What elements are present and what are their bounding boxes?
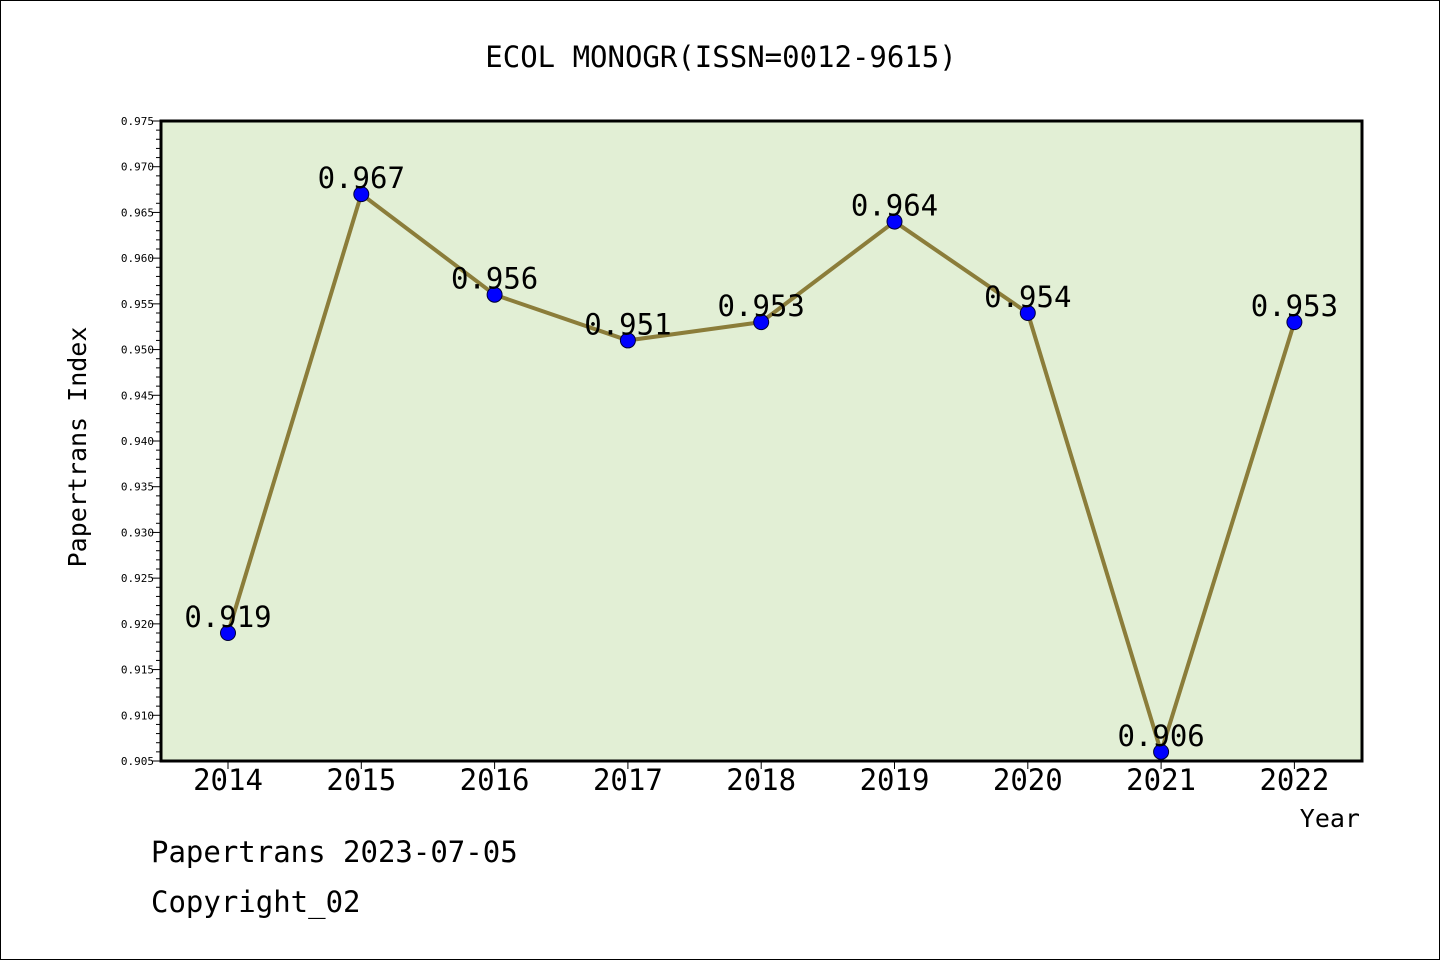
y-tick-label: 0.915 xyxy=(121,664,154,677)
data-label: 0.956 xyxy=(451,262,538,296)
data-label: 0.954 xyxy=(984,280,1071,314)
data-label: 0.967 xyxy=(318,161,405,195)
x-tick-label: 2015 xyxy=(326,763,396,797)
y-tick-label: 0.970 xyxy=(121,161,154,174)
y-tick-label: 0.960 xyxy=(121,252,154,265)
y-axis-label: Papertrans Index xyxy=(63,327,92,568)
x-tick-label: 2018 xyxy=(726,763,796,797)
footer-copyright-text: Copyright_02 xyxy=(151,885,361,919)
x-axis: 2014 2015 2016 2017 2018 2019 2020 2021 2022 xyxy=(193,761,1329,797)
y-tick-label: 0.955 xyxy=(121,298,154,311)
data-label-group: 0.919 0.967 0.956 0.951 0.953 0.964 0.954 0.906… xyxy=(184,161,1338,753)
y-axis: 0.905 0.910 0.915 0.920 0.925 0.930 0.935 0.940… xyxy=(121,115,161,768)
y-tick-label: 0.930 xyxy=(121,526,154,539)
chart-title: ECOL MONOGR(ISSN=0012-9615) xyxy=(485,40,956,74)
x-tick-label: 2016 xyxy=(460,763,530,797)
data-point-marker xyxy=(886,213,903,230)
data-label: 0.906 xyxy=(1117,719,1204,753)
y-tick-label: 0.945 xyxy=(121,389,154,402)
y-tick-label: 0.925 xyxy=(121,572,154,585)
marker-group xyxy=(220,186,1303,760)
x-tick-label: 2017 xyxy=(593,763,663,797)
data-point-marker xyxy=(353,186,370,203)
data-point-marker xyxy=(753,314,770,331)
x-tick-label: 2019 xyxy=(860,763,930,797)
data-label: 0.919 xyxy=(184,600,271,634)
y-tick-label: 0.905 xyxy=(121,755,154,768)
y-tick-label: 0.975 xyxy=(121,115,154,128)
data-label: 0.953 xyxy=(718,289,805,323)
y-tick-label: 0.950 xyxy=(121,344,154,357)
y-tick-label: 0.935 xyxy=(121,481,154,494)
data-point-marker xyxy=(486,286,503,303)
x-axis-label: Year xyxy=(1300,804,1360,833)
y-tick-label: 0.940 xyxy=(121,435,154,448)
x-tick-label: 2022 xyxy=(1259,763,1329,797)
plot-area xyxy=(159,119,1364,763)
data-point-marker xyxy=(220,625,236,641)
x-tick-label: 2020 xyxy=(993,763,1063,797)
x-tick-label: 2021 xyxy=(1126,763,1196,797)
data-label: 0.953 xyxy=(1251,289,1338,323)
data-point-marker xyxy=(1286,314,1303,331)
data-point-marker xyxy=(1153,743,1170,760)
y-tick-label: 0.910 xyxy=(121,709,154,722)
footer-date-text: Papertrans 2023-07-05 xyxy=(151,835,518,869)
y-tick-label: 0.920 xyxy=(121,618,154,631)
data-point-marker xyxy=(619,332,636,349)
data-label: 0.964 xyxy=(851,189,938,223)
x-tick-label: 2014 xyxy=(193,763,263,797)
y-tick-label: 0.965 xyxy=(121,206,154,219)
data-label: 0.951 xyxy=(584,307,671,341)
data-point-marker xyxy=(1019,305,1036,321)
